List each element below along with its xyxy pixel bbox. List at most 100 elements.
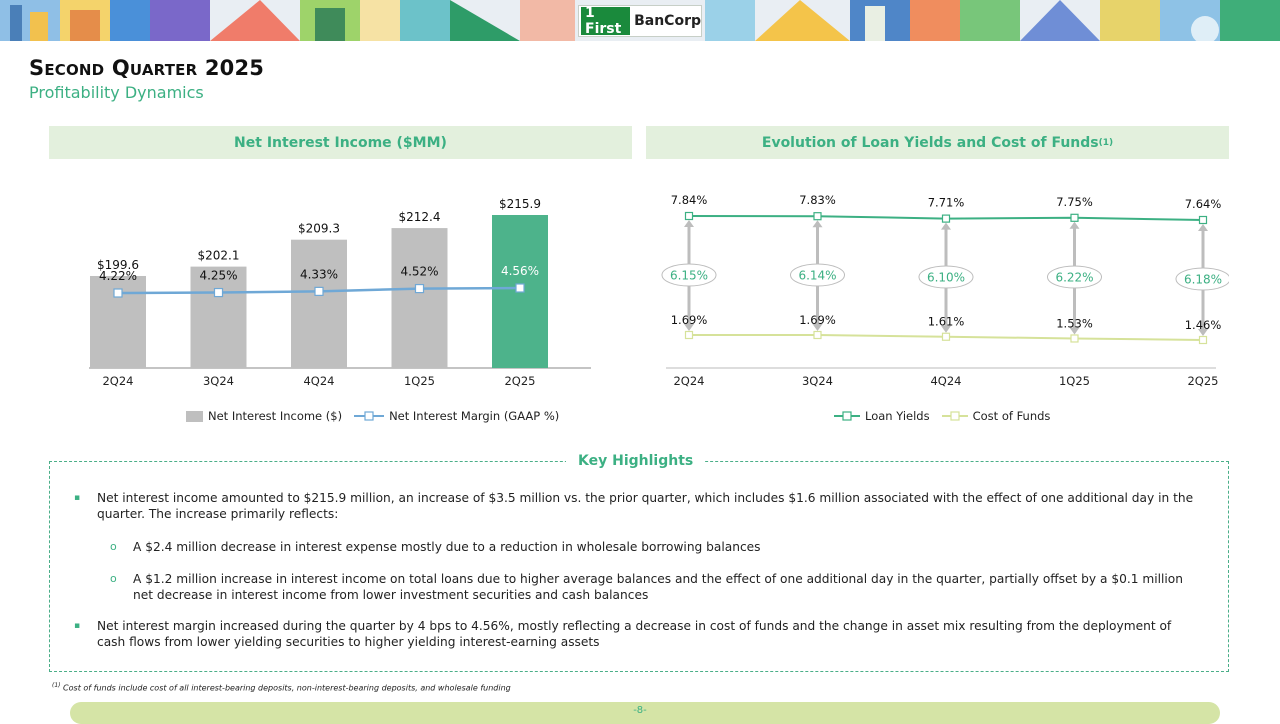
logo-mark: 1 First xyxy=(581,5,631,37)
legend-loan-yields-label: Loan Yields xyxy=(865,409,930,423)
cost-of-funds-value-label: 1.69% xyxy=(799,313,836,327)
page-subtitle: Profitability Dynamics xyxy=(29,83,204,102)
yields-panel-title: Evolution of Loan Yields and Cost of Fun… xyxy=(646,126,1229,159)
legend-cost-of-funds: Cost of Funds xyxy=(941,409,1051,423)
highlight-bullet-2: ▪ Net interest margin increased during t… xyxy=(74,618,1197,650)
nii-bar-value-label: $215.9 xyxy=(499,197,541,211)
spread-arrow-down xyxy=(1069,327,1080,335)
cost-of-funds-point xyxy=(1070,334,1079,343)
cost-of-funds-value-label: 1.61% xyxy=(928,315,965,329)
footnote-marker: (1) xyxy=(52,682,61,689)
highlight-bullet-2-text: Net interest margin increased during the… xyxy=(97,619,1172,649)
cost-of-funds-point xyxy=(813,330,822,340)
nii-chart: $199.6 2Q24 4.22% $202.1 3Q24 4.25% $209.3 4Q24… xyxy=(89,197,591,388)
legend-nii: Net Interest Income ($) xyxy=(186,409,342,423)
spread-label: 6.18% xyxy=(1184,273,1222,287)
circle-bullet-icon: o xyxy=(110,572,117,585)
loan-yields-point xyxy=(813,212,822,221)
loan-yield-value-label: 7.71% xyxy=(928,196,965,210)
spread-arrow-up xyxy=(941,222,951,230)
yields-x-tick-label: 1Q25 xyxy=(1059,374,1090,388)
key-highlights-title: Key Highlights xyxy=(566,453,706,469)
highlight-bullet-1-text: Net interest income amounted to $215.9 m… xyxy=(97,491,1194,521)
cost-of-funds-point xyxy=(941,332,951,341)
nim-point xyxy=(213,287,224,298)
loan-yields-point xyxy=(1070,213,1079,222)
footnote: (1) Cost of funds include cost of all in… xyxy=(52,682,511,693)
yields-x-tick-label: 2Q24 xyxy=(673,374,704,388)
spread-label: 6.14% xyxy=(798,269,836,283)
spread-arrow-up xyxy=(1198,224,1208,231)
company-logo: 1 First BanCorp xyxy=(578,5,702,37)
spread-arrow-up xyxy=(1069,221,1080,229)
spread-arrow-up xyxy=(812,220,823,228)
loan-yield-value-label: 7.75% xyxy=(1056,195,1093,209)
loan-yields-point xyxy=(941,214,951,223)
spread-bubble xyxy=(1047,265,1102,289)
nii-x-tick-label: 1Q25 xyxy=(404,374,435,388)
nim-point xyxy=(113,288,123,298)
highlight-sub-bullet-1: o A $2.4 million decrease in interest ex… xyxy=(110,539,1203,555)
nii-x-tick-label: 2Q24 xyxy=(102,374,133,388)
yields-legend: Loan Yields Cost of Funds xyxy=(834,409,1062,423)
nim-value-label: 4.22% xyxy=(99,269,137,283)
nii-x-tick-label: 4Q24 xyxy=(303,374,334,388)
loan-yield-value-label: 7.84% xyxy=(671,193,708,207)
cost-of-funds-point xyxy=(1198,335,1208,345)
legend-loan-yields: Loan Yields xyxy=(834,409,930,423)
spread-arrow-down xyxy=(941,325,951,333)
legend-cost-of-funds-label: Cost of Funds xyxy=(972,409,1051,423)
loan-yield-value-label: 7.83% xyxy=(799,193,836,207)
footnote-text: Cost of funds include cost of all intere… xyxy=(63,683,511,693)
nim-point xyxy=(314,286,324,296)
page-number: -8- xyxy=(633,705,647,716)
nii-bar-value-label: $202.1 xyxy=(198,249,240,263)
legend-nim-label: Net Interest Margin (GAAP %) xyxy=(389,409,560,423)
nim-value-label: 4.52% xyxy=(400,265,438,279)
legend-cost-of-funds-swatch xyxy=(941,411,968,421)
loan-yield-value-label: 7.64% xyxy=(1185,197,1222,211)
nii-bar-value-label: $209.3 xyxy=(298,222,340,236)
yields-x-tick-label: 2Q25 xyxy=(1187,374,1218,388)
spread-bubble xyxy=(790,263,845,287)
nii-x-tick-label: 3Q24 xyxy=(203,374,234,388)
banner-illustration xyxy=(0,0,1280,41)
nii-bar xyxy=(391,228,448,368)
nii-x-tick-label: 2Q25 xyxy=(504,374,535,388)
spread-arrow-down xyxy=(1198,329,1208,336)
nim-value-label: 4.25% xyxy=(199,269,237,283)
nii-bar-value-label: $212.4 xyxy=(399,210,441,224)
legend-loan-yields-swatch xyxy=(834,411,860,421)
spread-label: 6.22% xyxy=(1055,271,1093,285)
spread-arrow-down xyxy=(684,324,694,331)
spread-label: 6.15% xyxy=(670,269,708,283)
loan-yields-point xyxy=(684,211,694,221)
spread-bubble xyxy=(661,263,717,287)
nii-panel-title: Net Interest Income ($MM) xyxy=(49,126,632,159)
nim-value-label: 4.33% xyxy=(300,267,338,281)
yields-chart: 6.15% 7.84% 1.69% 2Q24 6.14% 7.83% 1.69% 3Q24 6.… xyxy=(661,193,1229,388)
spread-arrow-down xyxy=(812,324,823,331)
nii-bar xyxy=(190,266,247,368)
spread-bubble xyxy=(1175,267,1229,291)
legend-nii-label: Net Interest Income ($) xyxy=(208,409,343,423)
nii-bar-value-label: $199.6 xyxy=(97,258,139,272)
yields-x-tick-label: 3Q24 xyxy=(802,374,833,388)
spread-arrow-up xyxy=(684,220,694,227)
spread-label: 6.10% xyxy=(927,271,965,285)
highlight-sub-bullet-1-text: A $2.4 million decrease in interest expe… xyxy=(133,540,761,554)
highlight-sub-bullet-2-text: A $1.2 million increase in interest inco… xyxy=(133,572,1183,602)
legend-nim-swatch xyxy=(354,411,385,421)
square-bullet-icon: ▪ xyxy=(74,493,81,503)
highlight-sub-bullet-2: o A $1.2 million increase in interest in… xyxy=(110,571,1203,603)
nii-bar xyxy=(291,239,347,368)
nim-point xyxy=(414,283,425,294)
circle-bullet-icon: o xyxy=(110,540,117,553)
cost-of-funds-value-label: 1.69% xyxy=(671,313,708,327)
yields-panel-title-text: Evolution of Loan Yields and Cost of Fun… xyxy=(761,134,1099,151)
yields-x-tick-label: 4Q24 xyxy=(930,374,961,388)
page-title: Second Quarter 2025 xyxy=(29,56,265,80)
loan-yields-point xyxy=(1198,215,1208,225)
highlight-bullet-1: ▪ Net interest income amounted to $215.9… xyxy=(74,490,1197,522)
nii-panel-title-text: Net Interest Income ($MM) xyxy=(234,134,447,151)
